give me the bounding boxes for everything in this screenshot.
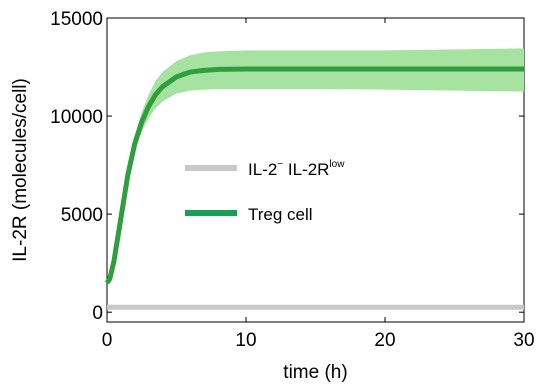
y-axis-label: IL-2R (molecules/cell) <box>10 78 31 262</box>
legend-label-il2-minus: IL-2− IL-2Rlow <box>248 159 345 179</box>
x-axis-label: time (h) <box>283 362 347 383</box>
series-line-layer <box>104 66 524 310</box>
legend: IL-2− IL-2Rlow Treg cell <box>185 159 345 224</box>
x-tick-label: 20 <box>374 330 395 351</box>
y-tick-label: 15000 <box>50 9 103 30</box>
x-tick-label: 30 <box>513 330 534 351</box>
plot-frame <box>106 17 525 323</box>
tick-layer: 0 10 20 30 0 5000 10000 15000 <box>50 9 534 351</box>
series-confidence-band <box>107 48 524 283</box>
y-tick-label: 5000 <box>61 205 103 226</box>
legend-label-treg: Treg cell <box>248 205 313 224</box>
confidence-band-layer <box>107 48 524 283</box>
x-tick-label: 10 <box>235 330 256 351</box>
y-tick-label: 0 <box>92 303 103 324</box>
series-line <box>104 66 524 285</box>
y-tick-label: 10000 <box>50 107 103 128</box>
x-tick-label: 0 <box>102 330 113 351</box>
